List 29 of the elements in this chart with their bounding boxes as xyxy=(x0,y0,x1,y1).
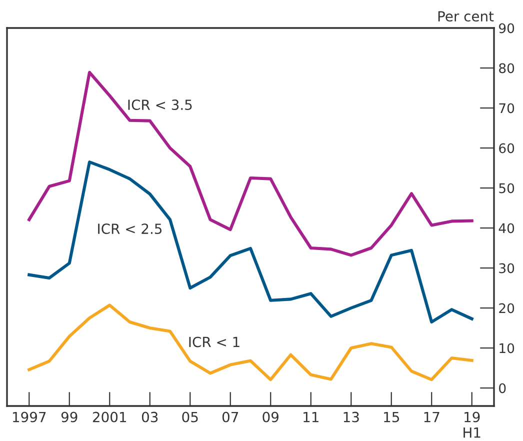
y-tick-label: 50 xyxy=(499,183,514,194)
x-tick-label: 1997 xyxy=(12,412,46,422)
y-tick-label: 40 xyxy=(498,223,514,234)
series-label: ICR < 3.5 xyxy=(128,100,192,110)
x-tick-label: 2001 xyxy=(92,412,126,422)
y-tick-label: 80 xyxy=(499,63,514,74)
x-tick-label: 15 xyxy=(384,412,399,422)
y-tick-label: 60 xyxy=(499,143,514,154)
y-tick-label: 30 xyxy=(499,263,514,274)
x-tick-label: 13 xyxy=(344,412,359,422)
y-axis-title: Per cent xyxy=(438,11,494,22)
x-tick-label: 05 xyxy=(182,412,198,422)
x-tick-label: 99 xyxy=(61,412,78,422)
line-series xyxy=(28,304,474,382)
y-tick-label: 0 xyxy=(499,383,506,394)
series-label: ICR < 2.5 xyxy=(98,224,162,234)
x-tick-label: 03 xyxy=(142,412,158,422)
x-tick-label: 19 H1 xyxy=(464,412,480,438)
x-tick-label: 11 xyxy=(304,412,318,422)
x-tick-label: 09 xyxy=(262,412,278,422)
y-tick-label: 70 xyxy=(499,103,514,114)
y-tick-label: 10 xyxy=(500,343,514,354)
line-series xyxy=(28,160,474,324)
line-series xyxy=(28,70,474,257)
x-tick-label: 17 xyxy=(424,412,440,422)
x-tick-label: 07 xyxy=(222,412,238,422)
y-tick-label: 90 xyxy=(498,23,514,34)
series-label: ICR < 1 xyxy=(189,336,240,348)
y-tick-label: 20 xyxy=(499,303,514,314)
